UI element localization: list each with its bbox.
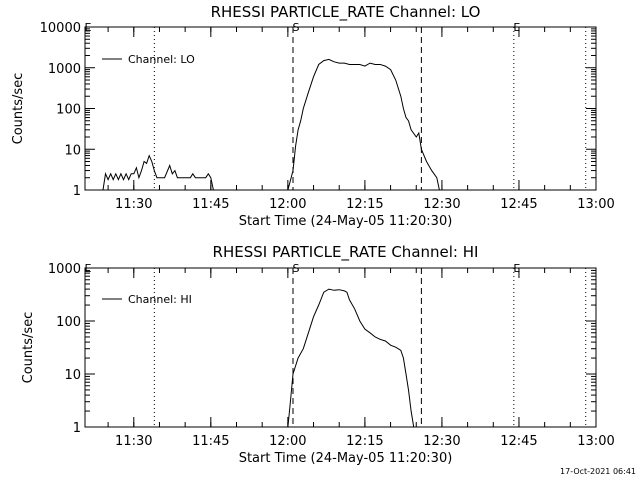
x-axis-label: Start Time (24-May-05 11:20:30)	[239, 214, 453, 229]
y-tick-label: 100	[56, 103, 81, 118]
x-tick-label: 12:30	[423, 434, 460, 449]
series-line	[102, 154, 214, 191]
y-tick-label: 1000	[48, 262, 81, 277]
x-tick-label: 13:00	[577, 197, 614, 212]
x-tick-label: 12:30	[423, 197, 460, 212]
event-marker-label: S	[293, 21, 300, 34]
panel-hi: RHESSI PARTICLE_RATE Channel: HI Start T…	[21, 243, 615, 466]
x-tick-label: 11:45	[192, 434, 229, 449]
event-marker-label: E	[513, 262, 520, 275]
y-tick-label: 100	[56, 315, 81, 330]
x-tick-label: 11:30	[115, 197, 152, 212]
x-tick-label: 12:45	[500, 434, 537, 449]
plot-frame	[84, 267, 597, 428]
legend-label: Channel: LO	[128, 53, 195, 66]
plot-frame	[84, 26, 597, 191]
x-tick-label: 12:00	[269, 197, 306, 212]
panel-lo: RHESSI PARTICLE_RATE Channel: LO Start T…	[11, 3, 615, 229]
y-tick-label: 1000	[48, 62, 81, 77]
chart-title: RHESSI PARTICLE_RATE Channel: LO	[211, 3, 481, 22]
x-tick-label: 12:15	[346, 197, 383, 212]
legend-label: Channel: HI	[128, 293, 192, 306]
x-tick-label: 12:15	[346, 434, 383, 449]
event-marker-label: E	[85, 262, 92, 275]
event-marker-label: S	[293, 262, 300, 275]
y-tick-label: 1	[73, 421, 81, 436]
y-axis-label: Counts/sec	[21, 312, 36, 384]
x-axis-label: Start Time (24-May-05 11:20:30)	[239, 451, 453, 466]
event-marker-label: E	[513, 21, 520, 34]
x-tick-label: 11:30	[115, 434, 152, 449]
y-tick-label: 10	[64, 143, 81, 158]
x-tick-label: 11:45	[192, 197, 229, 212]
x-tick-label: 12:45	[500, 197, 537, 212]
x-tick-label: 12:00	[269, 434, 306, 449]
chart-title: RHESSI PARTICLE_RATE Channel: HI	[213, 243, 479, 262]
series-line	[287, 288, 415, 428]
timestamp: 17-Oct-2021 06:41	[560, 467, 636, 476]
y-axis-label: Counts/sec	[11, 73, 26, 145]
event-marker-label: E	[85, 21, 92, 34]
y-tick-label: 10000	[40, 21, 81, 36]
y-tick-label: 10	[64, 368, 81, 383]
series-line	[287, 58, 440, 191]
y-tick-label: 1	[73, 184, 81, 199]
x-tick-label: 13:00	[577, 434, 614, 449]
